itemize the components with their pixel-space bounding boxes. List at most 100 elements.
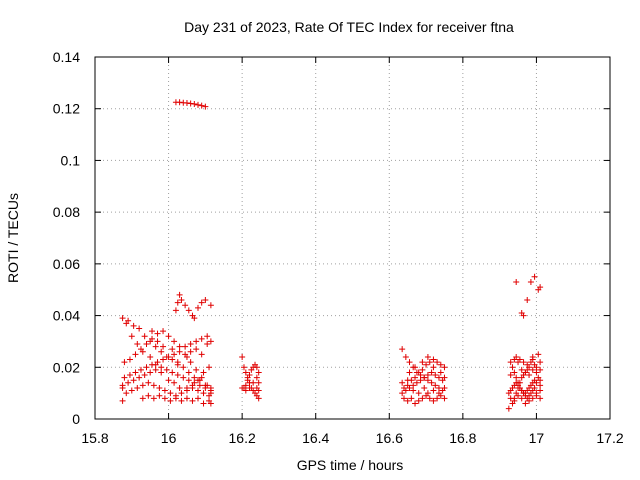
data-point (183, 384, 190, 391)
data-point (126, 372, 133, 379)
data-point (174, 299, 181, 306)
x-tick-label: 16.4 (302, 430, 329, 446)
data-point (242, 387, 249, 394)
data-point (419, 395, 426, 402)
data-point (158, 369, 165, 376)
data-point (195, 377, 201, 384)
data-point (520, 359, 527, 366)
data-point (426, 395, 433, 402)
data-point (180, 364, 187, 371)
data-point (178, 297, 185, 304)
data-point (253, 364, 260, 371)
data-point (524, 361, 531, 368)
data-point (171, 338, 178, 345)
data-point (152, 343, 159, 350)
data-point (185, 377, 192, 384)
plot-frame (94, 56, 611, 420)
data-point (149, 335, 156, 342)
data-point (176, 343, 183, 350)
data-point (402, 353, 409, 360)
y-tick-label: 0.02 (53, 359, 80, 375)
y-tick-label: 0.08 (53, 204, 80, 220)
data-point (424, 377, 431, 384)
data-point (176, 384, 183, 391)
data-point (132, 369, 139, 376)
data-point (531, 273, 538, 280)
data-point (137, 366, 144, 373)
data-point (206, 392, 213, 399)
data-point (147, 369, 154, 376)
data-point (401, 395, 407, 402)
data-point (180, 374, 187, 381)
data-point (410, 382, 417, 389)
data-point (191, 374, 198, 381)
data-point (441, 384, 448, 391)
data-point (406, 359, 413, 366)
data-point (421, 374, 428, 381)
data-point (119, 397, 126, 404)
data-point (537, 377, 544, 384)
data-point (132, 351, 139, 358)
data-point (533, 364, 540, 371)
x-tick-label: 17 (529, 430, 545, 446)
data-point (128, 333, 135, 340)
data-point (399, 346, 406, 353)
data-point (424, 372, 431, 379)
data-point (399, 379, 406, 386)
data-point (174, 359, 181, 366)
data-point (435, 390, 442, 397)
data-point (518, 366, 525, 373)
data-point (172, 307, 179, 314)
data-point (412, 400, 419, 407)
data-point (171, 379, 178, 386)
y-tick-label: 0.1 (61, 152, 81, 168)
data-point (412, 364, 419, 371)
data-point (182, 343, 189, 350)
x-tick-label: 16.2 (229, 430, 256, 446)
data-point (195, 101, 201, 108)
data-point (165, 377, 172, 384)
data-point (250, 379, 257, 386)
data-point (202, 297, 209, 304)
data-point (207, 338, 214, 345)
data-point (160, 356, 167, 363)
data-point (150, 382, 157, 389)
data-point (121, 374, 128, 381)
data-point (182, 302, 189, 309)
data-point (533, 369, 540, 376)
data-point (537, 284, 544, 291)
data-point (193, 346, 200, 353)
data-point (531, 384, 538, 391)
data-point (430, 356, 437, 363)
data-point (147, 353, 154, 360)
data-point (432, 372, 439, 379)
data-point (404, 377, 411, 384)
data-point (196, 382, 203, 389)
data-point (509, 364, 516, 371)
data-point (187, 341, 194, 348)
data-point (195, 304, 201, 311)
data-point (253, 384, 260, 391)
data-point (430, 387, 437, 394)
chart-title: Day 231 of 2023, Rate Of TEC Index for r… (184, 19, 514, 35)
data-point (529, 353, 536, 360)
data-point (202, 384, 209, 391)
data-point (154, 338, 161, 345)
data-point (404, 397, 411, 404)
data-point (246, 384, 253, 391)
data-point (507, 395, 514, 402)
x-tick-label: 16.8 (449, 430, 476, 446)
data-point (207, 400, 214, 407)
data-point (193, 366, 200, 373)
data-point (507, 359, 514, 366)
data-point (511, 369, 518, 376)
data-point (145, 379, 152, 386)
x-tick-label: 16 (161, 430, 177, 446)
data-point (435, 374, 442, 381)
x-axis-label: GPS time / hours (297, 457, 404, 473)
data-point (125, 379, 132, 386)
data-point (126, 356, 133, 363)
data-point (246, 372, 253, 379)
data-point (529, 395, 536, 402)
